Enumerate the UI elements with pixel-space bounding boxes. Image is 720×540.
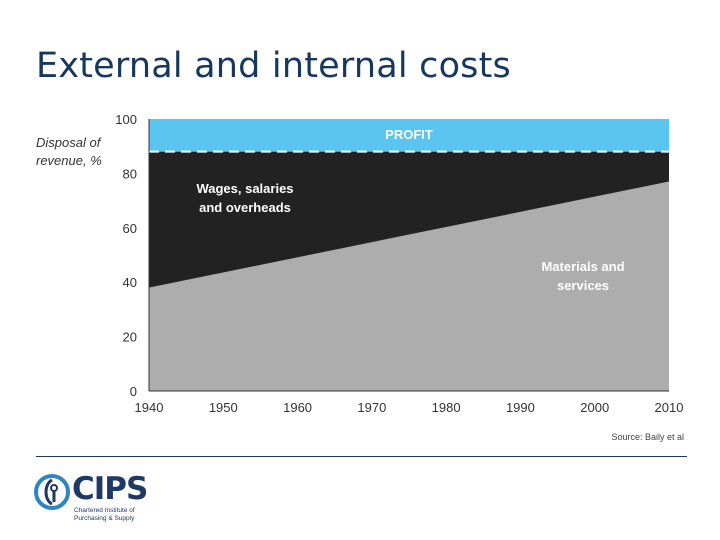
x-tick-label: 1970 bbox=[357, 400, 386, 415]
cips-logo-subtitle: Chartered Institute of Purchasing & Supp… bbox=[74, 507, 154, 523]
x-tick-label: 2000 bbox=[580, 400, 609, 415]
series-area-1 bbox=[149, 181, 669, 391]
series-label-1-line1: Materials and bbox=[541, 259, 624, 274]
slide-title: External and internal costs bbox=[36, 46, 511, 86]
x-tick-label: 1980 bbox=[432, 400, 461, 415]
y-axis-label: Disposal of revenue, % bbox=[36, 134, 116, 170]
series-label-1-line2: services bbox=[557, 278, 609, 293]
x-tick-label: 1960 bbox=[283, 400, 312, 415]
series-area-2 bbox=[149, 151, 669, 288]
x-tick-label: 1940 bbox=[135, 400, 164, 415]
x-tick-label: 1950 bbox=[209, 400, 238, 415]
cips-logo: CIPS Chartered Institute of Purchasing &… bbox=[34, 470, 154, 530]
cips-swirl-icon bbox=[34, 474, 70, 510]
footer-divider bbox=[36, 456, 687, 457]
y-tick-label: 80 bbox=[123, 166, 137, 181]
stacked-area-chart: 0 20 40 60 80 100 1940 1950 1960 1970 1980 1990 2000… bbox=[115, 112, 684, 415]
cips-logo-subtitle-line2: Purchasing & Supply bbox=[74, 515, 135, 522]
series-area-3 bbox=[149, 119, 669, 152]
series-label-3-line1: PROFIT bbox=[385, 127, 433, 142]
y-axis-label-line2: revenue, % bbox=[36, 153, 102, 168]
y-axis-label-line1: Disposal of bbox=[36, 135, 101, 150]
series-label-2-line2: and overheads bbox=[199, 200, 291, 215]
source-note: Source: Baily et al bbox=[611, 432, 684, 442]
y-tick-label: 20 bbox=[123, 330, 137, 345]
y-tick-label: 60 bbox=[123, 221, 137, 236]
cips-logo-word: CIPS bbox=[72, 471, 148, 507]
series-label-2-line1: Wages, salaries bbox=[196, 181, 293, 196]
y-tick-label: 100 bbox=[115, 112, 137, 127]
y-tick-label: 40 bbox=[123, 275, 137, 290]
x-tick-label: 2010 bbox=[655, 400, 684, 415]
x-tick-label: 1990 bbox=[506, 400, 535, 415]
cips-logo-subtitle-line1: Chartered Institute of bbox=[74, 507, 135, 514]
y-tick-label: 0 bbox=[130, 384, 137, 399]
